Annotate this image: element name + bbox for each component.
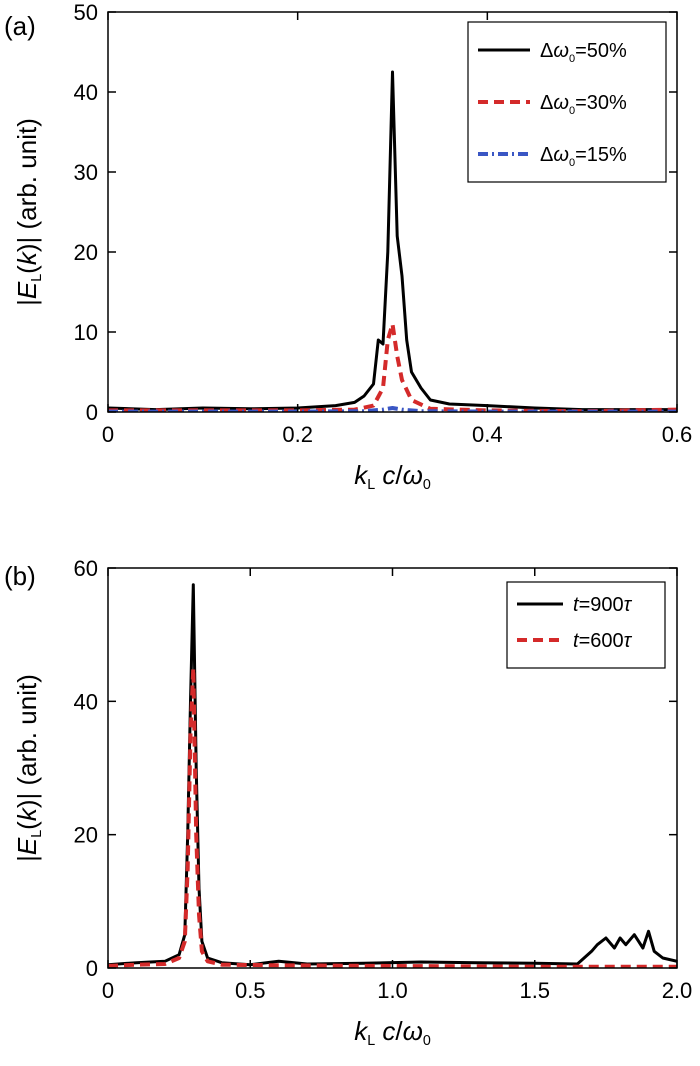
y-axis-label: |EL(k)| (arb. unit) (12, 674, 45, 862)
y-tick-label: 50 (74, 0, 98, 25)
y-axis-label: |EL(k)| (arb. unit) (12, 118, 45, 306)
x-tick-label: 0.4 (472, 422, 503, 447)
y-tick-label: 60 (74, 556, 98, 581)
legend-label: Δω0=15% (540, 144, 627, 169)
panel-label: (a) (4, 11, 36, 41)
x-tick-label: 0.2 (282, 422, 313, 447)
x-axis-label: kL c/ω0 (354, 1016, 431, 1049)
legend-label: Δω0=50% (540, 40, 627, 65)
y-tick-label: 0 (86, 956, 98, 981)
legend-label: t=600τ (573, 630, 633, 652)
legend-box (506, 581, 666, 669)
y-tick-label: 0 (86, 400, 98, 425)
x-tick-label: 0 (102, 978, 114, 1003)
plot-frame (107, 11, 678, 413)
x-axis-label: kL c/ω0 (354, 460, 431, 493)
series-line-2 (108, 322, 677, 412)
y-tick-label: 20 (74, 823, 98, 848)
y-tick-label: 40 (74, 80, 98, 105)
y-tick-label: 10 (74, 320, 98, 345)
x-tick-label: 2.0 (662, 978, 693, 1003)
x-tick-label: 0.5 (235, 978, 266, 1003)
x-tick-label: 1.0 (377, 978, 408, 1003)
panel-label: (b) (4, 561, 36, 591)
x-tick-label: 1.5 (519, 978, 550, 1003)
series-group (108, 583, 677, 968)
legend: t=900τ t=600τ (506, 581, 666, 669)
legend-label: Δω0=30% (540, 92, 627, 117)
panel-a: (a) 0 0.2 0.4 0.6 0 10 20 30 40 50 kL c/ω0 |EL(k)| (… (4, 0, 692, 493)
x-tick-label: 0 (102, 422, 114, 447)
y-tick-label: 30 (74, 160, 98, 185)
legend-label: t=900τ (573, 594, 633, 616)
series-line-2 (108, 666, 677, 968)
panel-b: (b) 0 0.5 1.0 1.5 2.0 0 20 40 60 kL c/ω0 |EL(k)| (a… (4, 556, 692, 1049)
x-tick-label: 0.6 (662, 422, 693, 447)
y-tick-label: 20 (74, 240, 98, 265)
y-tick-label: 40 (74, 689, 98, 714)
legend: Δω0=50% Δω0=30% Δω0=15% (467, 21, 667, 183)
series-line-3 (108, 406, 677, 412)
